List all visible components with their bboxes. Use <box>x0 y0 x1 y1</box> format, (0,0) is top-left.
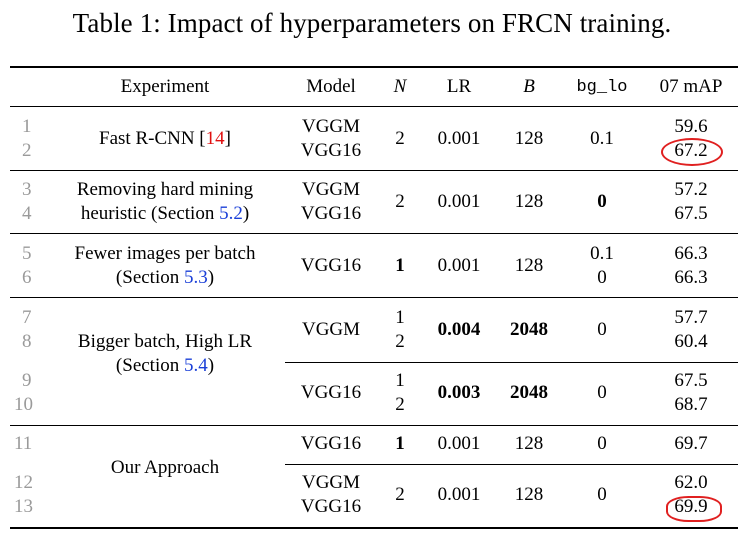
subgroup-rule <box>285 362 738 363</box>
b-cell: 128 <box>514 484 544 505</box>
row-number: 7 <box>22 307 32 328</box>
header-bg-lo: bg_lo <box>576 78 628 97</box>
model-cell: VGG16 <box>300 203 362 224</box>
row-number: 8 <box>22 331 32 352</box>
header-model: Model <box>306 76 356 97</box>
bg-cell: 0 <box>597 191 607 212</box>
n-cell: 2 <box>395 331 405 352</box>
row-number: 5 <box>22 243 32 264</box>
n-cell: 1 <box>395 370 405 391</box>
group-rule <box>10 425 738 426</box>
lr-cell: 0.001 <box>437 484 481 505</box>
experiment-label: (Section 5.4) <box>115 355 215 376</box>
bg-cell: 0.1 <box>590 243 614 264</box>
subgroup-rule <box>285 464 738 465</box>
map-cell: 59.6 <box>674 116 708 137</box>
header-n: N <box>393 76 407 97</box>
model-cell: VGGM <box>301 116 361 137</box>
model-cell: VGGM <box>301 472 361 493</box>
section-link[interactable]: 5.2 <box>219 203 243 224</box>
map-cell: 68.7 <box>674 394 708 415</box>
b-cell: 2048 <box>510 382 548 403</box>
lr-cell: 0.001 <box>437 255 481 276</box>
bottom-rule <box>10 527 738 529</box>
model-cell: VGG16 <box>300 382 362 403</box>
n-cell: 1 <box>395 307 405 328</box>
row-number: 12 <box>14 472 33 493</box>
citation-link[interactable]: 14 <box>205 128 225 149</box>
map-cell: 69.9 <box>674 496 708 517</box>
n-cell: 2 <box>395 128 405 149</box>
top-rule <box>10 66 738 68</box>
b-cell: 128 <box>514 433 544 454</box>
experiment-label: (Section 5.3) <box>115 267 215 288</box>
model-cell: VGG16 <box>300 255 362 276</box>
row-number: 6 <box>22 267 32 288</box>
n-cell: 1 <box>395 255 405 276</box>
map-cell: 57.7 <box>674 307 708 328</box>
section-link[interactable]: 5.3 <box>184 267 208 288</box>
bg-cell: 0 <box>597 433 607 454</box>
experiment-label: Bigger batch, High LR <box>77 331 253 352</box>
map-cell: 62.0 <box>674 472 708 493</box>
model-cell: VGG16 <box>300 496 362 517</box>
b-cell: 128 <box>514 128 544 149</box>
n-cell: 1 <box>395 433 405 454</box>
bg-cell: 0.1 <box>590 128 614 149</box>
n-cell: 2 <box>395 394 405 415</box>
lr-cell: 0.003 <box>437 382 481 403</box>
row-number: 3 <box>22 179 32 200</box>
row-number: 2 <box>22 140 32 161</box>
map-cell: 67.2 <box>674 140 708 161</box>
table-caption: Table 1: Impact of hyperparameters on FR… <box>72 8 672 38</box>
experiment-label: Fast R-CNN [14] <box>99 128 231 149</box>
n-cell: 2 <box>395 484 405 505</box>
model-cell: VGG16 <box>300 433 362 454</box>
lr-cell: 0.004 <box>437 319 481 340</box>
section-link[interactable]: 5.4 <box>184 355 208 376</box>
bg-cell: 0 <box>597 382 607 403</box>
row-number: 1 <box>22 116 32 137</box>
row-number: 13 <box>14 496 33 517</box>
model-cell: VGGM <box>301 179 361 200</box>
row-number: 9 <box>22 370 32 391</box>
b-cell: 128 <box>514 255 544 276</box>
map-cell: 57.2 <box>674 179 708 200</box>
bg-cell: 0 <box>597 267 607 288</box>
b-cell: 128 <box>514 191 544 212</box>
row-number: 10 <box>14 394 33 415</box>
group-rule <box>10 170 738 171</box>
experiment-label: Removing hard mining <box>76 179 254 200</box>
bg-cell: 0 <box>597 319 607 340</box>
header-experiment: Experiment <box>120 76 210 97</box>
lr-cell: 0.001 <box>437 433 481 454</box>
model-cell: VGGM <box>301 319 361 340</box>
lr-cell: 0.001 <box>437 128 481 149</box>
group-rule <box>10 233 738 234</box>
b-cell: 2048 <box>510 319 548 340</box>
map-cell: 60.4 <box>674 331 708 352</box>
map-cell: 67.5 <box>674 203 708 224</box>
group-rule <box>10 297 738 298</box>
header-b: B <box>523 76 535 97</box>
map-cell: 67.5 <box>674 370 708 391</box>
model-cell: VGG16 <box>300 140 362 161</box>
header-rule <box>10 106 738 107</box>
experiment-label: Our Approach <box>110 457 220 478</box>
experiment-label: Fewer images per batch <box>74 243 256 264</box>
header-lr: LR <box>446 76 472 97</box>
header-map: 07 mAP <box>659 76 723 97</box>
lr-cell: 0.001 <box>437 191 481 212</box>
n-cell: 2 <box>395 191 405 212</box>
experiment-label: heuristic (Section 5.2) <box>80 203 250 224</box>
bg-cell: 0 <box>597 484 607 505</box>
map-cell: 66.3 <box>674 267 708 288</box>
map-cell: 69.7 <box>674 433 708 454</box>
row-number: 4 <box>22 203 32 224</box>
map-cell: 66.3 <box>674 243 708 264</box>
row-number: 11 <box>14 433 33 454</box>
